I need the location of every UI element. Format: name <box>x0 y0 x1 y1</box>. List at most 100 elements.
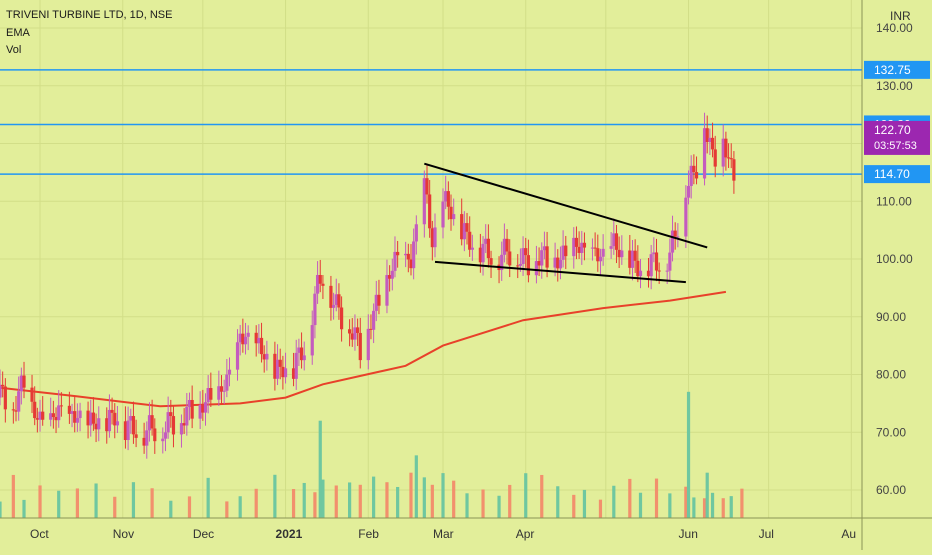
candle-body <box>315 274 320 294</box>
price-tick-label: 60.00 <box>876 483 906 497</box>
candle-body <box>612 233 616 247</box>
candle-body <box>526 255 531 276</box>
candle-body <box>297 347 301 353</box>
volume-bar <box>598 499 603 518</box>
hline-badge <box>864 165 930 184</box>
candle-body <box>537 261 541 266</box>
volume-bar <box>414 455 418 518</box>
candle-body <box>540 250 544 266</box>
candle-body <box>94 423 98 430</box>
candle-body <box>30 387 34 402</box>
candle-body <box>17 391 21 412</box>
currency-label: INR <box>890 9 911 23</box>
candle-body <box>163 432 168 439</box>
candle-body <box>105 418 109 432</box>
volume-bar <box>668 493 672 518</box>
volume-bar <box>318 420 322 518</box>
horizontal-lines[interactable] <box>0 69 862 175</box>
time-tick-label: Dec <box>193 527 214 541</box>
candle-body <box>422 178 426 225</box>
candle-body <box>145 430 149 446</box>
candle-body <box>187 399 192 407</box>
price-tick-label: 100.00 <box>876 252 913 266</box>
candle-body <box>593 247 597 249</box>
volume-bar <box>684 486 688 518</box>
price-axis[interactable]: 132.75123.30114.70122.7003:57:5360.0070.… <box>861 0 930 550</box>
candle-body <box>446 191 450 207</box>
candle-body <box>558 259 563 269</box>
time-tick-label: Mar <box>433 527 454 541</box>
candle-body <box>302 355 306 361</box>
candle-body <box>198 404 202 419</box>
trendlines[interactable] <box>424 162 708 284</box>
candle-body <box>481 243 485 263</box>
candle-body <box>91 412 96 424</box>
candle-body <box>489 258 493 265</box>
candle-body <box>265 353 269 360</box>
time-tick-label: Oct <box>30 527 49 541</box>
candle-body <box>246 332 250 337</box>
candle-body <box>19 375 23 392</box>
volume-bar <box>638 492 643 518</box>
ema-indicator-label[interactable]: EMA <box>6 27 30 39</box>
candle-body <box>396 251 400 256</box>
candle-body <box>11 409 15 411</box>
candle-body <box>169 412 173 417</box>
volume-bar <box>75 488 79 518</box>
volume-bar <box>150 488 154 518</box>
volume-bar <box>385 482 389 518</box>
candle-body <box>281 366 285 378</box>
candle-body <box>465 223 469 232</box>
candle-body <box>601 248 605 257</box>
candle-body <box>86 410 90 426</box>
time-tick-label: Apr <box>516 527 535 541</box>
volume-bar <box>238 496 242 518</box>
candle-body <box>75 418 79 423</box>
volume-bar <box>729 496 733 518</box>
candle-body <box>294 352 298 379</box>
candle-body <box>452 214 456 220</box>
grid <box>0 0 862 518</box>
time-tick-label: Jun <box>679 527 698 541</box>
candle-body <box>649 254 653 277</box>
candle-body <box>131 416 136 435</box>
volume-bar <box>572 494 576 518</box>
candle-body <box>209 388 213 400</box>
price-tick-label: 140.00 <box>876 21 913 35</box>
volume-bar <box>409 472 413 518</box>
symbol-title[interactable]: TRIVENI TURBINE LTD, 1D, NSE <box>6 9 173 21</box>
trendline <box>434 260 686 284</box>
candle-body <box>478 247 482 263</box>
candle-body <box>449 206 453 220</box>
candle-body <box>630 250 635 268</box>
candle-body <box>729 158 733 160</box>
candle-body <box>243 336 248 345</box>
candle-body <box>572 237 576 257</box>
volume-bar <box>430 484 434 518</box>
price-tick-label: 70.00 <box>876 425 906 439</box>
candle-body <box>684 197 688 237</box>
candle-body <box>689 165 693 186</box>
vol-indicator-label[interactable]: Vol <box>6 44 22 56</box>
candle-body <box>564 245 568 257</box>
candle-body <box>388 275 392 279</box>
candle-body <box>97 418 101 430</box>
hline-price-label: 114.70 <box>874 167 910 181</box>
candle-body <box>609 246 613 249</box>
candle-body <box>206 388 210 403</box>
trendline <box>424 162 708 249</box>
candle-body <box>673 230 677 237</box>
volume-bar <box>291 489 296 518</box>
volume-bar <box>612 485 616 518</box>
candle-body <box>78 410 82 419</box>
candle-body <box>713 149 717 167</box>
time-axis[interactable]: Oct Nov Dec 2021 Feb Mar Apr Jun Jul Au <box>0 517 932 541</box>
candle-body <box>235 342 240 370</box>
candle-body <box>150 415 154 429</box>
last-price-label: 122.70 <box>874 123 911 137</box>
candle-body <box>646 270 651 277</box>
candle-body <box>470 247 474 250</box>
candle-body <box>179 423 184 435</box>
